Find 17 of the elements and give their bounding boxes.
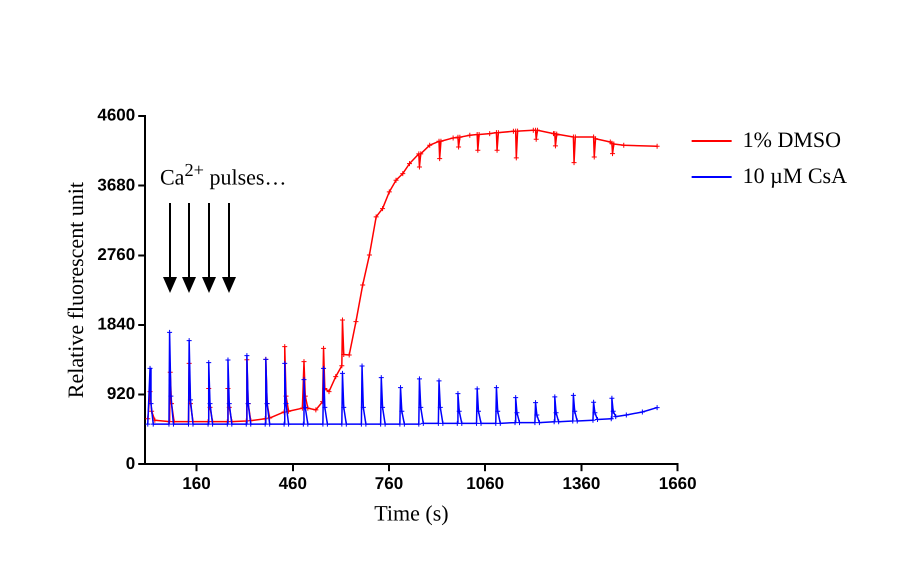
x-tick-label: 160 [182,474,211,494]
x-axis-title: Time (s) [374,500,449,526]
y-tick-label: 3680 [97,175,136,194]
y-tick-label: 0 [126,454,136,473]
y-axis-title: Relative fluorescent unit [62,182,88,398]
x-tick-label: 760 [374,474,404,494]
annotation: Ca$^{2+}$ pulses… [160,160,286,190]
y-tick-label: 4600 [97,106,136,125]
legend-label: 1% DMSO [742,126,842,152]
y-tick-label: 1840 [97,314,136,334]
x-tick-label: 1060 [466,474,504,494]
y-tick-label: 920 [106,384,136,404]
y-tick-label: 2760 [97,244,136,264]
legend-label: 10 µM CsA [742,162,848,188]
x-tick-label: 1660 [658,474,697,494]
x-tick-label: 460 [278,474,307,494]
x-tick-label: 1360 [562,474,600,494]
